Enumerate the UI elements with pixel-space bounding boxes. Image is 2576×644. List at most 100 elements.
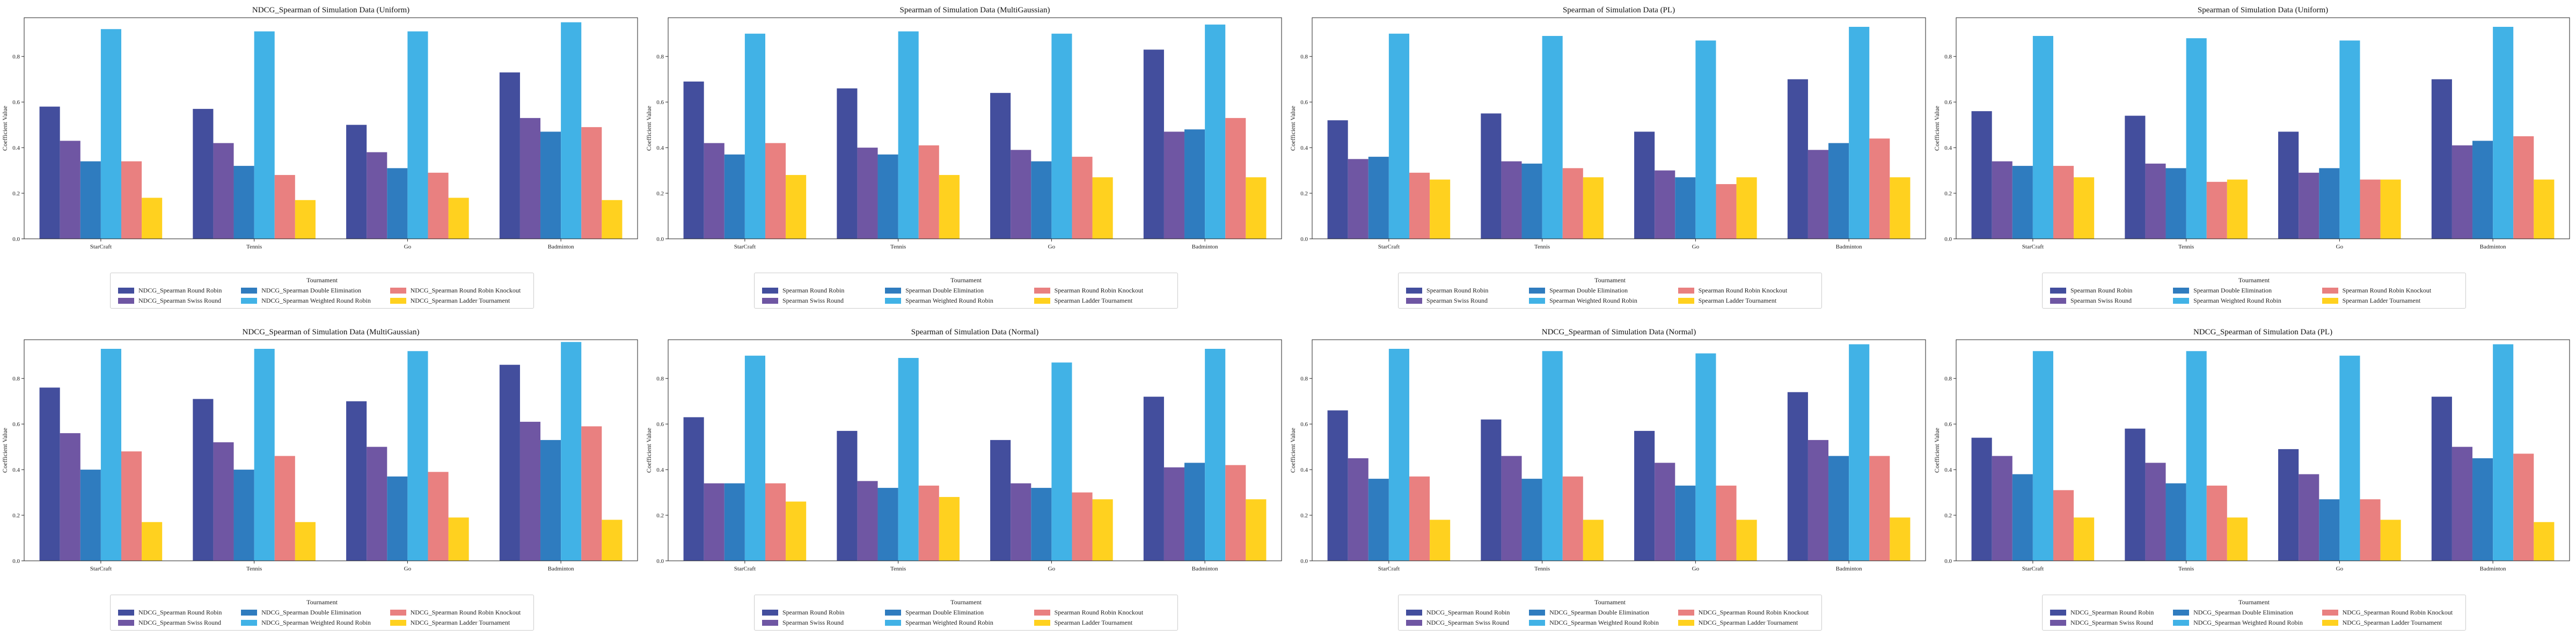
bar: [407, 351, 428, 561]
bar: [1011, 483, 1031, 561]
bar: [1675, 177, 1696, 239]
legend-swatch: [2322, 298, 2338, 304]
legend-item: NDCG_Spearman Ladder Tournament: [390, 619, 526, 627]
bar: [1011, 150, 1031, 239]
legend-item: NDCG_Spearman Round Robin: [118, 287, 227, 295]
legend-label: Spearman Double Elimination: [1549, 287, 1628, 294]
bar: [2299, 172, 2319, 239]
legend-swatch: [118, 620, 134, 626]
legend-label: Spearman Swiss Round: [782, 619, 844, 626]
bar: [80, 161, 101, 239]
y-tick-label: 0.6: [12, 421, 20, 428]
y-axis-label: Coefficient Value: [645, 106, 653, 151]
legend-title: Tournament: [2238, 598, 2270, 606]
y-tick-label: 0.4: [12, 145, 20, 151]
bar: [2165, 483, 2186, 561]
bar: [2186, 38, 2207, 239]
x-tick-label: Go: [1692, 244, 1700, 250]
legend: Tournament NDCG_Spearman Round Robin NDCG_…: [2042, 595, 2466, 631]
legend: Tournament Spearman Round Robin Spearman S…: [1398, 273, 1822, 309]
bar: [428, 472, 449, 561]
y-tick-label: 0.8: [12, 376, 20, 382]
bar: [1163, 467, 1185, 561]
bar: [1869, 456, 1890, 561]
legend-label: Spearman Double Elimination: [2193, 287, 2272, 294]
bar: [233, 166, 254, 239]
legend-label: Spearman Weighted Round Robin: [2193, 297, 2281, 304]
bar: [2032, 351, 2053, 561]
bar: [254, 348, 275, 561]
bar: [704, 483, 724, 561]
legend-item: NDCG_Spearman Round Robin: [2050, 609, 2159, 617]
legend-swatch: [2173, 298, 2190, 304]
bar: [744, 355, 765, 561]
legend-label: NDCG_Spearman Double Elimination: [2193, 609, 2294, 616]
legend-item: Spearman Round Robin: [762, 609, 871, 617]
chart-svg: NDCG_Spearman of Simulation Data (MultiG…: [1, 328, 638, 572]
y-tick-label: 0.0: [1944, 236, 1952, 243]
x-tick-label: Tennis: [2178, 566, 2194, 572]
bar: [1521, 163, 1542, 239]
bar: [1655, 463, 1675, 561]
bar: [1787, 79, 1808, 239]
legend-swatch: [885, 298, 902, 304]
bar: [1675, 485, 1696, 561]
chart-title: Spearman of Simulation Data (Normal): [911, 328, 1038, 336]
legend-label: NDCG_Spearman Swiss Round: [138, 619, 222, 626]
y-tick-label: 0.2: [1944, 513, 1952, 519]
bar: [2339, 40, 2360, 239]
y-tick-label: 0.8: [1300, 54, 1308, 60]
legend-label: NDCG_Spearman Swiss Round: [2070, 619, 2154, 626]
legend-swatch: [118, 288, 134, 294]
bar: [367, 152, 387, 239]
legend-title: Tournament: [1594, 598, 1626, 606]
bar: [407, 31, 428, 239]
legend-item: Spearman Ladder Tournament: [1034, 619, 1170, 627]
legend-label: Spearman Weighted Round Robin: [905, 297, 993, 304]
bar: [1225, 465, 1246, 561]
legend-label: Spearman Ladder Tournament: [1698, 297, 1777, 304]
chart-panel: Spearman of Simulation Data (Normal) 0.0 0…: [644, 322, 1288, 644]
axes-frame: [1956, 17, 2570, 239]
bar: [1368, 157, 1389, 239]
bar: [704, 143, 724, 239]
legend-item: NDCG_Spearman Round Robin: [118, 609, 227, 617]
legend-swatch: [1678, 620, 1694, 626]
x-tick-label: Tennis: [1534, 566, 1550, 572]
bar: [448, 197, 469, 239]
x-tick-label: Go: [1048, 244, 1056, 250]
bar: [1736, 519, 1757, 561]
x-tick-label: StarCraft: [2022, 244, 2044, 250]
bar: [1807, 150, 1829, 239]
bar: [1828, 456, 1849, 561]
legend-item: Spearman Double Elimination: [2173, 287, 2308, 295]
legend-swatch: [1034, 288, 1050, 294]
legend-item: NDCG_Spearman Weighted Round Robin: [2173, 619, 2308, 627]
x-tick-label: StarCraft: [90, 566, 112, 572]
axes-frame: [1312, 17, 1926, 239]
legend-item: NDCG_Spearman Round Robin: [1406, 609, 1515, 617]
bar: [898, 31, 919, 239]
chart-title: NDCG_Spearman of Simulation Data (PL): [2193, 328, 2332, 336]
y-axis-label: Coefficient Value: [1, 428, 9, 473]
bar: [2534, 179, 2555, 239]
bar: [2227, 179, 2248, 239]
bar: [1072, 492, 1093, 561]
bar: [1031, 488, 1052, 561]
bar: [2513, 453, 2534, 561]
bar: [602, 200, 623, 239]
x-tick-label: StarCraft: [734, 566, 756, 572]
bar: [1736, 177, 1757, 239]
bar: [2053, 166, 2074, 239]
y-axis-label: Coefficient Value: [645, 428, 653, 473]
legend-item: Spearman Round Robin: [762, 287, 871, 295]
legend-swatch: [1529, 620, 1546, 626]
bar: [1348, 458, 1368, 561]
legend-swatch: [2322, 620, 2338, 626]
bar: [142, 522, 163, 561]
bar: [683, 417, 704, 561]
bar: [2206, 485, 2227, 561]
bar: [2360, 499, 2381, 561]
bar: [346, 401, 367, 561]
axes-frame: [668, 17, 1282, 239]
